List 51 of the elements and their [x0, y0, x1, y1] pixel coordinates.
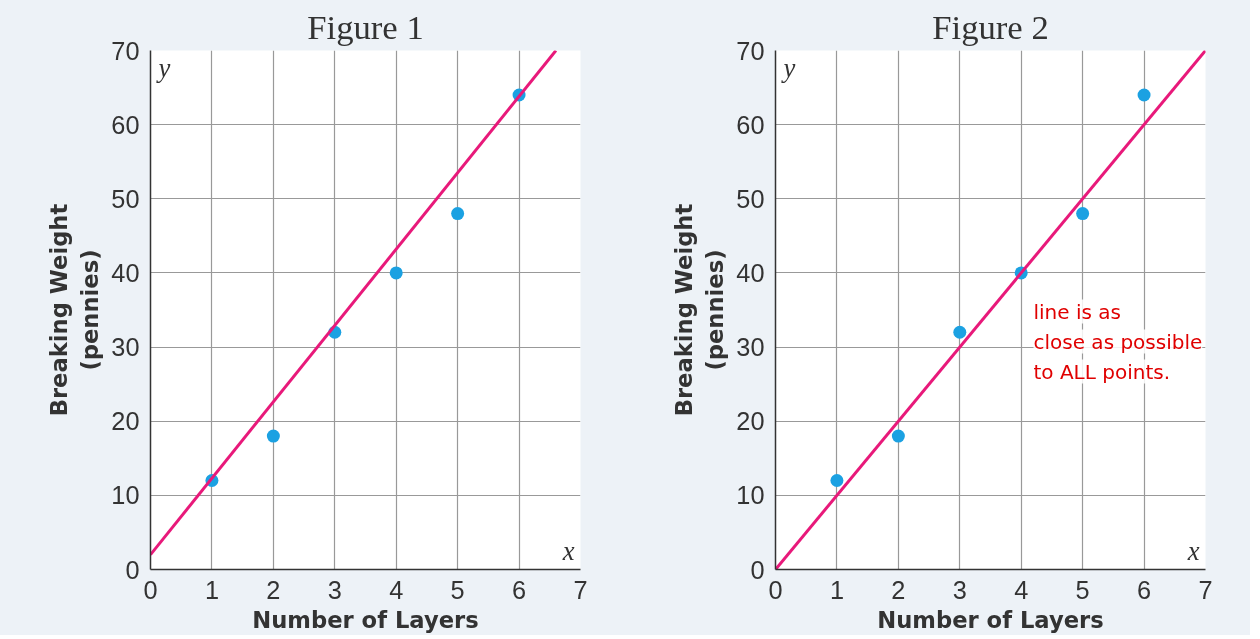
annotation: line is as close as possible to ALL points.: [1033, 299, 1203, 384]
annotation: x: [1186, 535, 1200, 566]
x-axis-title: Number of Layers: [252, 606, 479, 633]
x-tick-label: 0: [768, 575, 783, 604]
y-tick-label: 50: [111, 184, 140, 213]
x-tick-label: 1: [204, 575, 219, 604]
x-tick-label: 4: [389, 575, 404, 604]
point: [891, 429, 905, 443]
y-tick-label: 0: [125, 555, 140, 584]
y-tick-label: 10: [736, 481, 765, 510]
x-tick-label: 6: [1137, 575, 1152, 604]
y-tick-label: 40: [111, 258, 140, 287]
annotation: x: [561, 535, 575, 566]
y-tick-label: 70: [736, 36, 765, 65]
x-tick-label: 3: [327, 575, 342, 604]
x-tick-label: 7: [1198, 575, 1213, 604]
x-tick-label: 1: [829, 575, 844, 604]
y-tick-label: 30: [736, 333, 765, 362]
x-tick-label: 6: [512, 575, 527, 604]
y-tick-label: 70: [111, 36, 140, 65]
x-tick-label: 2: [891, 575, 906, 604]
x-tick-label: 5: [1075, 575, 1090, 604]
y-tick-label: 20: [736, 407, 765, 436]
y-tick-label: 60: [736, 110, 765, 139]
annotation: y: [780, 52, 796, 83]
x-tick-label: 4: [1014, 575, 1029, 604]
chart-title: Figure 2: [932, 7, 1049, 46]
y-axis-title: Breaking Weight (pennies): [671, 203, 729, 417]
y-tick-label: 30: [111, 333, 140, 362]
y-tick-label: 20: [111, 407, 140, 436]
chart-title: Figure 1: [307, 7, 424, 46]
y-tick-label: 10: [111, 481, 140, 510]
point: [1137, 88, 1151, 102]
x-axis-title: Number of Layers: [877, 606, 1104, 633]
x-tick-label: 7: [573, 575, 588, 604]
annotation: y: [155, 52, 171, 83]
point: [389, 266, 403, 280]
x-tick-label: 2: [266, 575, 281, 604]
y-tick-label: 60: [111, 110, 140, 139]
y-tick-label: 40: [736, 258, 765, 287]
y-tick-label: 0: [750, 555, 765, 584]
point: [451, 207, 465, 221]
point: [1076, 207, 1090, 221]
x-tick-label: 0: [143, 575, 158, 604]
x-tick-label: 3: [952, 575, 967, 604]
point: [266, 429, 280, 443]
point: [830, 474, 844, 488]
y-axis-title: Breaking Weight (pennies): [46, 203, 104, 417]
point: [953, 325, 967, 339]
x-tick-label: 5: [450, 575, 465, 604]
y-tick-label: 50: [736, 184, 765, 213]
